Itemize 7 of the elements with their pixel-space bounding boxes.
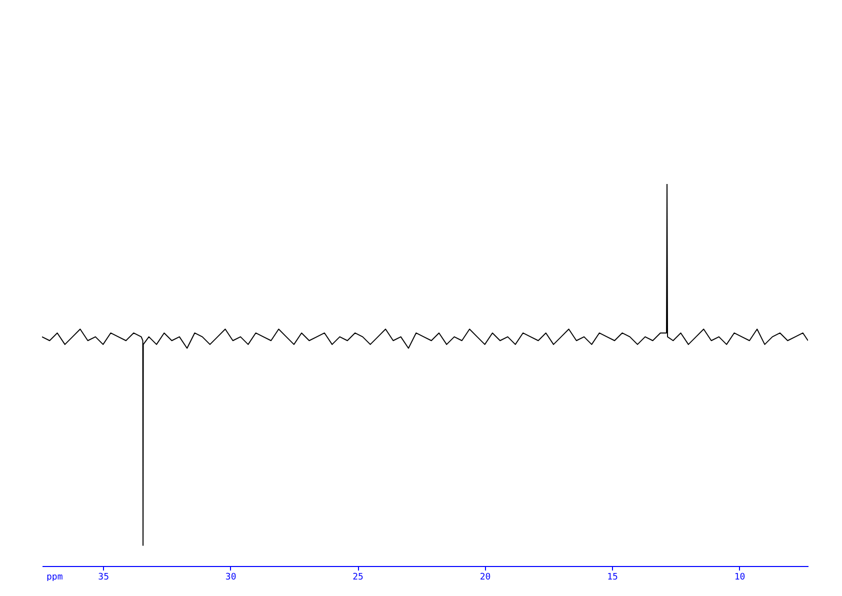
x-tick-label: 20 bbox=[480, 572, 491, 582]
x-tick-label: 25 bbox=[352, 572, 364, 582]
x-tick-label: 30 bbox=[225, 572, 236, 582]
x-tick-label: 35 bbox=[98, 572, 109, 582]
x-tick-label: 15 bbox=[607, 572, 618, 582]
x-tick-label: 10 bbox=[734, 572, 746, 582]
x-axis-title: ppm bbox=[46, 572, 63, 582]
